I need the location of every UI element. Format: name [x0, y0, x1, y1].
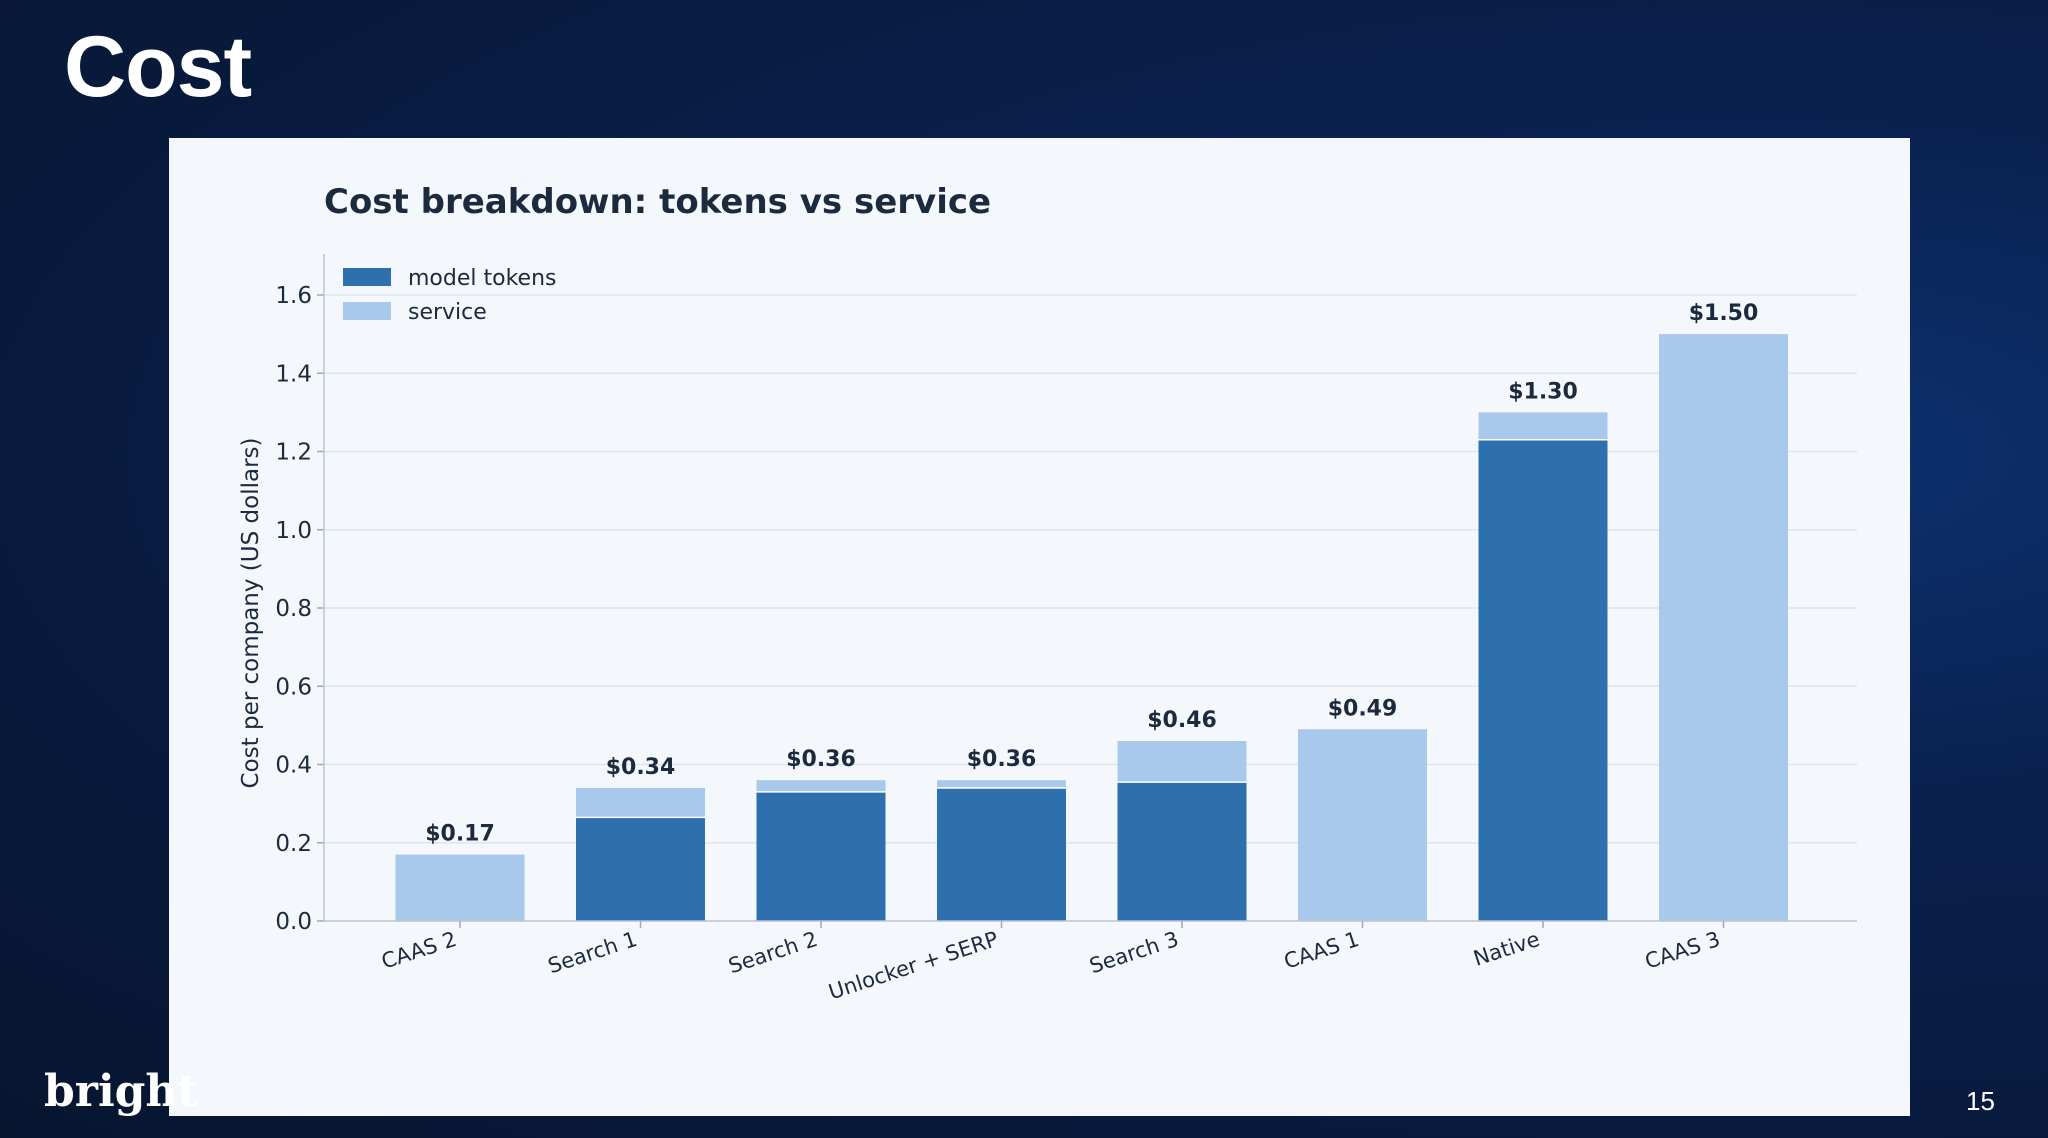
bar-total-label: $1.50 — [1689, 301, 1759, 326]
legend-label: model tokens — [408, 266, 556, 291]
bar-service — [576, 787, 705, 818]
y-axis-label: Cost per company (US dollars) — [238, 438, 264, 789]
y-tick-label: 1.0 — [275, 518, 312, 544]
cost-breakdown-chart: Cost breakdown: tokens vs service Cost p… — [238, 182, 1857, 1004]
bar-total-label: $0.36 — [786, 747, 856, 772]
brand-logo: bright — [44, 1066, 198, 1117]
y-tick-label: 1.4 — [275, 361, 312, 387]
axes — [317, 254, 1857, 928]
y-tick-label: 1.2 — [275, 440, 312, 466]
bar-total-label: $0.49 — [1328, 696, 1398, 721]
y-tick-label: 0.8 — [275, 596, 312, 622]
bar-total-label: $0.46 — [1147, 708, 1217, 733]
slide-title: Cost — [64, 19, 252, 115]
bar-model-tokens — [756, 791, 886, 921]
chart-title: Cost breakdown: tokens vs service — [324, 182, 991, 222]
bar-service — [1659, 334, 1788, 921]
x-tick-label: Search 3 — [1086, 927, 1181, 978]
bar-model-tokens — [1478, 439, 1608, 921]
bar-service — [1478, 412, 1608, 440]
y-tick-label: 0.2 — [275, 831, 312, 857]
y-tick-label: 0.0 — [275, 909, 312, 935]
bar-service — [756, 780, 886, 792]
y-tick-label: 0.6 — [275, 674, 312, 700]
grid-lines — [324, 294, 1857, 844]
x-tick-label: Search 1 — [545, 927, 640, 978]
x-tick-label: Search 2 — [725, 927, 820, 978]
legend-swatch — [343, 302, 391, 320]
x-tick-label: Unlocker + SERP — [826, 927, 1001, 1004]
x-tick-label: Native — [1470, 927, 1542, 971]
bar-model-tokens — [576, 817, 705, 921]
legend-label: service — [408, 300, 487, 325]
bar-total-label: $0.17 — [425, 821, 495, 846]
bar-model-tokens — [1117, 782, 1247, 921]
bar-total-label: $0.36 — [967, 747, 1037, 772]
x-tick-label: CAAS 1 — [1281, 927, 1362, 974]
bar-service — [937, 780, 1066, 788]
bar-total-label: $1.30 — [1508, 379, 1578, 404]
y-tick-label: 0.4 — [275, 753, 312, 779]
x-tick-label: CAAS 3 — [1642, 927, 1723, 974]
page-number: 15 — [1966, 1086, 1995, 1116]
bar-total-label: $0.34 — [606, 755, 676, 780]
x-tick-label: CAAS 2 — [379, 927, 460, 974]
bar-service — [395, 854, 525, 921]
legend-swatch — [343, 268, 391, 286]
chart-panel: Cost breakdown: tokens vs service Cost p… — [169, 138, 1910, 1116]
bars — [395, 334, 1788, 921]
legend: model tokens service — [343, 266, 556, 325]
bar-model-tokens — [937, 787, 1066, 921]
bar-service — [1117, 741, 1247, 783]
bar-service — [1298, 729, 1427, 921]
y-tick-label: 1.6 — [275, 283, 312, 309]
